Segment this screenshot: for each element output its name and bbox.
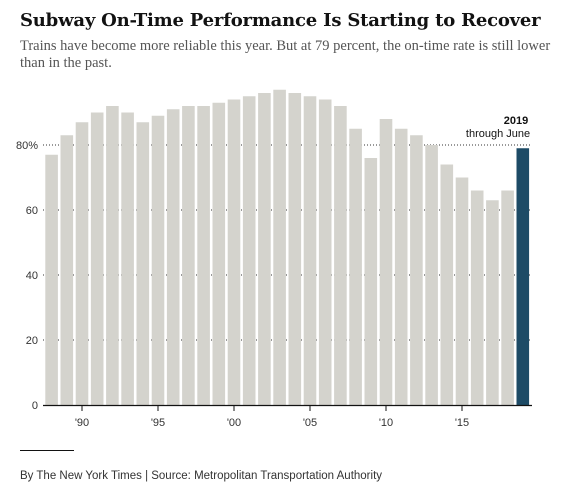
annotation-2019: 2019 through June — [466, 115, 530, 140]
bar-2003 — [273, 89, 286, 405]
source-credit: By The New York Times | Source: Metropol… — [20, 470, 383, 482]
bar-2012 — [410, 135, 423, 405]
bar-2008 — [349, 128, 362, 405]
bar-2017 — [486, 200, 499, 405]
bar-2011 — [394, 128, 408, 405]
y-tick-label-0: 0 — [32, 400, 38, 412]
y-tick-label-40: 40 — [26, 270, 38, 282]
bar-1994 — [136, 122, 150, 405]
annotation-subtitle: through June — [466, 128, 530, 140]
bar-2013 — [425, 145, 438, 405]
bars — [45, 89, 530, 405]
bar-2016 — [470, 190, 484, 405]
y-tick-label-20: 20 — [26, 335, 38, 347]
x-tick-label-1990: '90 — [75, 417, 89, 429]
bar-1999 — [212, 102, 226, 405]
chart-title: Subway On-Time Performance Is Starting t… — [20, 10, 541, 31]
bar-1995 — [151, 115, 165, 405]
bar-2000 — [227, 99, 241, 405]
bar-2018 — [501, 190, 514, 405]
y-axis-labels: 0 20 40 60 80% — [16, 140, 38, 412]
bar-2004 — [288, 93, 302, 405]
annotation-year: 2019 — [504, 115, 528, 127]
bar-1996 — [166, 109, 180, 405]
bar-1990 — [75, 122, 89, 405]
bar-chart: 0 20 40 60 80% '90 '95 '00 '05 '10 '15 2019 throu… — [16, 89, 532, 429]
bar-1991 — [90, 112, 104, 405]
bar-2010 — [379, 119, 393, 405]
bar-2006 — [318, 99, 332, 405]
x-tick-label-2000: '00 — [227, 417, 241, 429]
x-tick-label-2015: '15 — [455, 417, 469, 429]
y-tick-label-80: 80% — [16, 140, 38, 152]
bar-2019 — [516, 148, 530, 405]
bar-1997 — [182, 106, 195, 405]
bar-2015 — [455, 177, 469, 405]
bar-2007 — [334, 106, 347, 405]
bar-1992 — [106, 106, 119, 405]
x-tick-label-2005: '05 — [303, 417, 317, 429]
x-tick-label-2010: '10 — [379, 417, 393, 429]
bar-1989 — [60, 135, 74, 405]
bar-2014 — [440, 164, 454, 405]
bar-2009 — [364, 158, 378, 405]
bar-2001 — [242, 96, 256, 405]
chart-subtitle: Trains have become more reliable this ye… — [20, 38, 551, 71]
bar-2002 — [258, 93, 271, 405]
bar-1993 — [121, 112, 134, 405]
bar-1998 — [197, 106, 210, 405]
x-axis: '90 '95 '00 '05 '10 '15 — [43, 404, 532, 429]
y-tick-label-60: 60 — [26, 205, 38, 217]
bar-1988 — [45, 154, 58, 405]
footer-rule — [20, 450, 74, 451]
bar-2005 — [303, 96, 317, 405]
x-tick-label-1995: '95 — [151, 417, 165, 429]
